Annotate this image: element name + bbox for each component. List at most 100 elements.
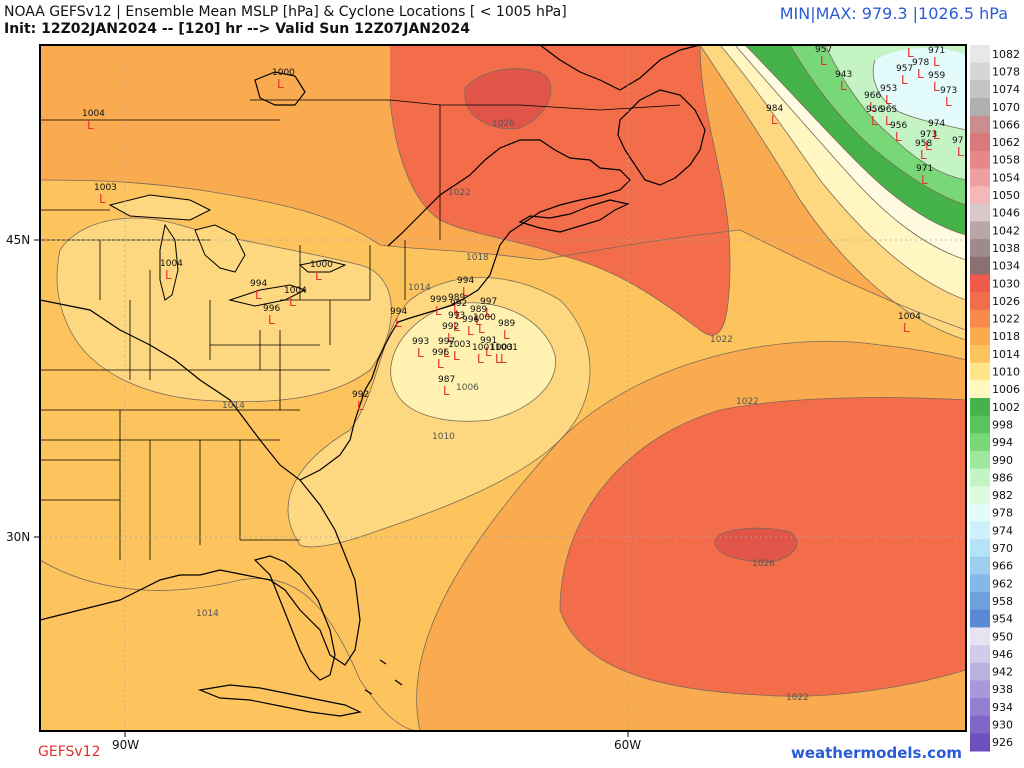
colorbar-swatch bbox=[970, 133, 990, 152]
colorbar-swatch bbox=[970, 433, 990, 452]
lat-label-45n: 45N bbox=[6, 233, 30, 247]
colorbar-swatch bbox=[970, 274, 990, 293]
cyclone-pressure-label: 1001 bbox=[472, 343, 495, 353]
map-panel: 1026 1022 1018 1014 1010 1006 1022 1022 … bbox=[40, 45, 966, 731]
cyclone-pressure-label: 1000 bbox=[310, 260, 333, 270]
colorbar-label: 1010 bbox=[992, 366, 1020, 379]
colorbar-swatch bbox=[970, 292, 990, 311]
low-pressure-marker: L bbox=[885, 93, 892, 107]
low-pressure-marker: L bbox=[443, 384, 450, 398]
colorbar-label: 962 bbox=[992, 577, 1013, 590]
colorbar-label: 934 bbox=[992, 701, 1013, 714]
pressure-fill-1006 bbox=[390, 302, 556, 422]
colorbar-label: 1078 bbox=[992, 65, 1020, 78]
cyclone-pressure-label: 959 bbox=[928, 71, 945, 81]
model-label: GEFSv12 bbox=[38, 744, 101, 760]
cyclone-pressure-label: 966 bbox=[864, 91, 881, 101]
colorbar-swatch bbox=[970, 592, 990, 611]
low-pressure-marker: L bbox=[477, 352, 484, 366]
colorbar-swatch bbox=[970, 645, 990, 664]
colorbar-label: 994 bbox=[992, 436, 1013, 449]
low-pressure-marker: L bbox=[485, 306, 492, 320]
cyclone-pressure-label: 989 bbox=[470, 305, 487, 315]
low-pressure-marker: L bbox=[99, 192, 106, 206]
cyclone-pressure-label: 973 bbox=[940, 86, 957, 96]
isobar-label: 1022 bbox=[736, 397, 759, 407]
low-pressure-marker: L bbox=[87, 118, 94, 132]
colorbar-label: 958 bbox=[992, 595, 1013, 608]
cyclone-pressure-label: 1004 bbox=[284, 286, 307, 296]
colorbar-label: 1070 bbox=[992, 101, 1020, 114]
low-pressure-marker: L bbox=[462, 285, 469, 299]
cyclone-pressure-label: 1000 bbox=[473, 313, 496, 323]
low-pressure-marker: L bbox=[475, 314, 482, 328]
lon-label-90w: 90W bbox=[112, 738, 139, 752]
isobar-label: 1022 bbox=[786, 693, 809, 703]
colorbar-swatch bbox=[970, 574, 990, 593]
colorbar-swatch bbox=[970, 698, 990, 717]
site-watermark: weathermodels.com bbox=[790, 744, 962, 762]
lon-label-60w: 60W bbox=[614, 738, 641, 752]
colorbar-label: 1054 bbox=[992, 171, 1020, 184]
colorbar-swatch bbox=[970, 468, 990, 487]
colorbar-swatch bbox=[970, 362, 990, 381]
low-pressure-marker: L bbox=[453, 302, 460, 316]
colorbar-swatch bbox=[970, 221, 990, 240]
great-lakes bbox=[108, 194, 347, 307]
low-pressure-marker: L bbox=[901, 73, 908, 87]
coastlines bbox=[40, 45, 706, 717]
colorbar-label: 942 bbox=[992, 666, 1013, 679]
cyclone-pressure-label: 992 bbox=[352, 390, 369, 400]
low-pressure-marker: L bbox=[277, 77, 284, 91]
cyclone-pressure-label: 994 bbox=[390, 307, 407, 317]
colorbar-swatch bbox=[970, 45, 990, 64]
colorbar-label: 1034 bbox=[992, 260, 1020, 273]
cyclone-pressure-label: 1003 bbox=[94, 183, 117, 193]
colorbar-swatch bbox=[970, 327, 990, 346]
colorbar-swatch bbox=[970, 380, 990, 399]
colorbar-swatch bbox=[970, 503, 990, 523]
cyclone-pressure-label: 993 bbox=[448, 311, 465, 321]
colorbar-label: 1002 bbox=[992, 401, 1020, 414]
cyclone-pressure-label: 991 bbox=[480, 336, 497, 346]
colorbar-swatch bbox=[970, 345, 990, 364]
low-pressure-marker: L bbox=[435, 304, 442, 318]
cyclone-pressure-label: 996 bbox=[462, 315, 479, 325]
isobar-label: 1026 bbox=[492, 119, 515, 129]
colorbar-label: 998 bbox=[992, 418, 1013, 431]
cyclone-pressure-label: 1000 bbox=[272, 68, 295, 78]
cyclone-pressure-label: 997 bbox=[480, 297, 497, 307]
colorbar-label: 1082 bbox=[992, 48, 1020, 61]
cyclone-pressure-label: 957 bbox=[896, 64, 913, 74]
isobar-label: 1010 bbox=[432, 432, 455, 442]
pressure-fill-1022-north bbox=[390, 45, 730, 336]
cyclone-pressure-label: 1001 bbox=[495, 343, 518, 353]
colorbar-label: 954 bbox=[992, 613, 1013, 626]
low-pressure-marker: L bbox=[503, 328, 510, 342]
isobar-label: 1014 bbox=[222, 401, 245, 411]
isobar-label: 1018 bbox=[466, 253, 489, 263]
colorbar-label: 978 bbox=[992, 507, 1013, 520]
axis-ticks bbox=[34, 239, 629, 737]
colorbar-swatch bbox=[970, 239, 990, 258]
cyclone-pressure-label: 974 bbox=[928, 119, 945, 129]
cyclone-pressure-label: 997 bbox=[438, 337, 455, 347]
low-pressure-marker: L bbox=[895, 130, 902, 144]
low-pressure-marker: L bbox=[925, 139, 932, 153]
cyclone-pressure-label: 978 bbox=[912, 58, 929, 68]
lat-label-30n: 30N bbox=[6, 530, 30, 544]
isobar-lines bbox=[40, 45, 966, 731]
colorbar-label: 1046 bbox=[992, 207, 1020, 220]
low-pressure-marker: L bbox=[478, 322, 485, 336]
cyclone-pressure-label: 97 bbox=[952, 136, 963, 146]
colorbar-swatch bbox=[970, 97, 990, 117]
low-pressure-marker: L bbox=[357, 399, 364, 413]
cyclone-markers: 1000L1004L1003L1004L1000L994L996L1004L99… bbox=[82, 45, 964, 413]
colorbar-label: 930 bbox=[992, 719, 1013, 732]
colorbar-swatch bbox=[970, 186, 990, 205]
isobar-label: 1014 bbox=[408, 283, 431, 293]
colorbar-swatch bbox=[970, 256, 990, 275]
low-pressure-marker: L bbox=[395, 316, 402, 330]
isobar-label: 1022 bbox=[448, 188, 471, 198]
colorbar-swatch bbox=[970, 486, 990, 505]
